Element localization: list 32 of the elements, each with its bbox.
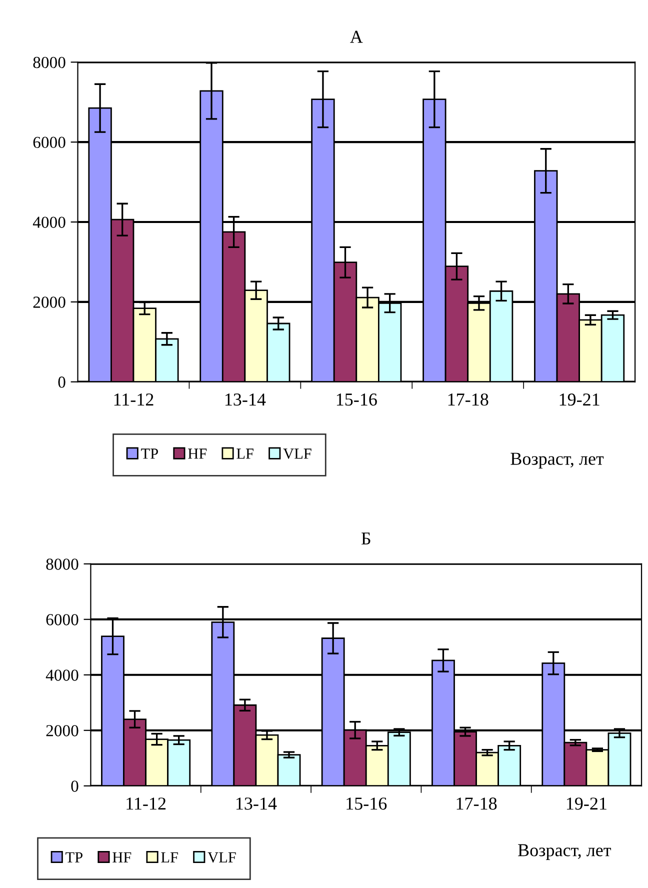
x-tick-label: 17-18 bbox=[456, 798, 497, 810]
x-tick-label: 13-14 bbox=[225, 394, 266, 406]
legend-label: LF bbox=[161, 852, 178, 862]
chart-title: А bbox=[350, 30, 363, 43]
legend-label: VLF bbox=[208, 852, 236, 863]
y-tick-label: 0 bbox=[58, 376, 66, 388]
y-tick-label: 2000 bbox=[33, 296, 66, 308]
x-tick-label: 11-12 bbox=[114, 394, 154, 406]
x-axis-title: Возраст, лет bbox=[510, 452, 604, 469]
x-tick-label: 13-14 bbox=[236, 798, 277, 810]
x-tick-label: 19-21 bbox=[560, 394, 600, 406]
y-tick-label: 6000 bbox=[46, 614, 78, 626]
y-tick-label: 4000 bbox=[46, 670, 78, 681]
legend-label: LF bbox=[236, 448, 254, 459]
legend-label: TP bbox=[66, 852, 82, 862]
y-tick-label: 6000 bbox=[33, 136, 66, 148]
x-tick-label: 15-16 bbox=[336, 394, 377, 406]
chart-title: Б bbox=[361, 532, 370, 544]
x-tick-label: 19-21 bbox=[566, 798, 606, 810]
y-tick-label: 0 bbox=[71, 780, 78, 792]
y-tick-label: 4000 bbox=[32, 216, 66, 228]
x-axis-title: Возраст, лет bbox=[518, 844, 612, 860]
x-tick-label: 15-16 bbox=[346, 798, 387, 810]
legend-label: TP bbox=[141, 448, 158, 459]
legend-label: HF bbox=[188, 448, 207, 459]
legend-label: VLF bbox=[283, 448, 312, 459]
x-tick-label: 17-18 bbox=[448, 393, 488, 406]
y-tick-label: 2000 bbox=[46, 725, 78, 736]
legend-label: HF bbox=[112, 852, 132, 862]
x-tick-label: 11-12 bbox=[126, 798, 166, 810]
y-tick-label: 8000 bbox=[46, 558, 78, 570]
y-tick-label: 8000 bbox=[33, 56, 66, 68]
